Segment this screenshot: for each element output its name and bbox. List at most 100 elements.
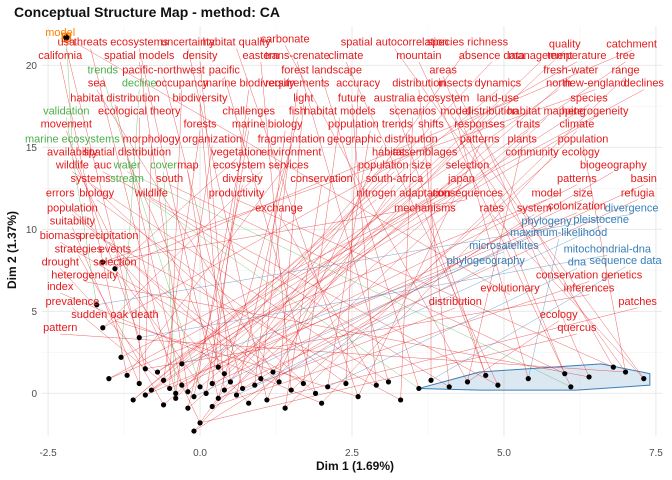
connector-line: [139, 255, 608, 338]
connector-line: [96, 199, 347, 384]
term-label: decline: [122, 78, 157, 90]
data-point: [124, 372, 130, 378]
data-point: [610, 364, 616, 370]
connector-line: [72, 171, 389, 383]
term-label: threats: [74, 37, 108, 49]
data-point: [148, 387, 155, 393]
term-label: mechanisms: [394, 202, 456, 214]
connector-line: [102, 199, 468, 263]
connector-line: [145, 212, 577, 396]
data-point: [221, 387, 227, 393]
connector-line: [108, 199, 547, 379]
connector-line: [254, 266, 486, 386]
data-point: [319, 400, 325, 406]
data-point: [191, 394, 197, 400]
term-label: prevalence: [45, 296, 99, 308]
connector-line: [242, 171, 614, 389]
term-label: mitochondrial-dna: [564, 243, 652, 255]
connector-line: [66, 48, 146, 369]
term-label: forest landscape: [281, 65, 362, 77]
data-point: [446, 384, 452, 390]
data-point: [355, 394, 361, 400]
connector-line: [479, 130, 590, 378]
connector-line: [400, 117, 414, 400]
connector-line: [102, 171, 261, 328]
data-point: [483, 372, 489, 378]
connector-line: [212, 130, 529, 407]
x-tick-label: 5.0: [497, 448, 511, 459]
term-label: spatial models: [104, 50, 175, 62]
connector-line: [120, 89, 140, 358]
term-label: water: [113, 160, 141, 172]
term-label: pacific: [209, 65, 241, 77]
term-label: auc: [94, 160, 112, 172]
connector-line: [455, 89, 614, 368]
x-tick-label: 0.0: [193, 448, 207, 459]
term-label: scenarios: [389, 106, 437, 118]
term-label: strategies: [55, 243, 103, 255]
connector-line: [260, 89, 298, 379]
data-point: [173, 395, 179, 401]
connector-line: [60, 199, 261, 379]
term-label: fragmentation: [258, 133, 325, 145]
data-point: [246, 400, 252, 406]
cluster-2-hull: [418, 363, 651, 391]
data-point: [136, 335, 142, 341]
term-label: wildlife: [134, 188, 168, 200]
term-label: biology: [268, 119, 303, 131]
data-point: [112, 266, 118, 272]
connector-line: [418, 61, 572, 387]
term-label: refugia: [621, 188, 656, 200]
connector-line: [424, 214, 486, 376]
term-label: spatial distribution: [83, 147, 171, 159]
term-label: index: [47, 281, 74, 293]
term-label: population: [558, 133, 609, 145]
term-label: species: [570, 92, 608, 104]
connector-line: [224, 76, 316, 394]
data-point: [173, 390, 179, 396]
connector-line: [163, 130, 201, 381]
term-label: climate: [559, 119, 594, 131]
data-point: [325, 384, 331, 390]
data-point: [276, 379, 282, 385]
term-label: basin: [631, 173, 657, 185]
term-label: pleistocene: [573, 214, 629, 226]
data-point: [398, 397, 404, 403]
term-label: species richness: [427, 37, 509, 49]
connector-line: [218, 145, 292, 399]
chart-title: Conceptual Structure Map - method: CA: [14, 4, 280, 20]
connector-line: [114, 268, 207, 394]
term-label: australia: [374, 92, 416, 104]
data-point: [215, 364, 221, 370]
term-label: divergence: [605, 202, 659, 214]
y-tick-label: 5: [31, 307, 37, 318]
data-point: [160, 402, 167, 408]
term-label: temperature: [547, 50, 606, 62]
data-point: [160, 377, 167, 383]
x-axis-ticks: -2.5 0.0 2.5 5.0 7.5: [39, 448, 663, 459]
term-label: habitat quality: [203, 37, 271, 49]
data-point: [142, 392, 148, 398]
connector-line: [394, 104, 486, 376]
connector-line: [126, 171, 571, 388]
term-label: ecosystem services: [213, 160, 309, 172]
connector-line: [60, 268, 164, 381]
x-axis-label: Dim 1 (1.69%): [316, 459, 394, 473]
term-label: density: [183, 50, 218, 62]
term-label: climate: [328, 50, 363, 62]
connector-line: [193, 214, 535, 432]
term-label: occupancy: [156, 78, 209, 90]
data-point: [258, 376, 264, 382]
term-label: nitrogen: [356, 188, 396, 200]
term-label: phylogeography: [447, 255, 526, 267]
term-label: patterns: [460, 133, 500, 145]
y-tick-label: 20: [26, 61, 38, 72]
connector-line: [78, 255, 164, 405]
term-label: declines: [624, 78, 665, 90]
term-label: marine ecosystems: [25, 133, 120, 145]
connector-line: [236, 225, 602, 396]
term-label: distribution: [465, 106, 518, 118]
term-label: inferences: [564, 283, 615, 295]
